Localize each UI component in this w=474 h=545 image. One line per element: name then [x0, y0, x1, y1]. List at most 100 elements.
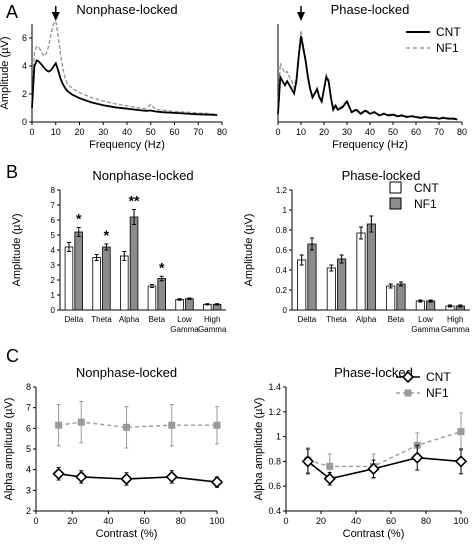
C-right-xtick-label: 0: [283, 516, 288, 526]
A-right-xtick-label: 60: [411, 127, 421, 137]
C-left-ytick-label: 4: [26, 465, 31, 475]
C-left-ytick-label: 8: [26, 382, 31, 392]
B-left-bar-nf1: [157, 278, 166, 311]
C-right-legend-marker-cnt: [401, 370, 415, 384]
C-right-point-cnt: [454, 455, 468, 468]
C-right-legend-label-nf1: NF1: [426, 386, 449, 400]
C-left-xtick-label: 20: [67, 516, 77, 526]
B-right-category-label: Delta: [297, 315, 316, 324]
C-right-xlabel: Contrast (%): [343, 528, 405, 540]
A-right-title: Phase-locked: [331, 2, 410, 17]
B-right-title: Phase-locked: [342, 168, 421, 183]
B-left-category-label: Theta: [91, 315, 112, 324]
B-left-ytick-label: 5: [51, 231, 56, 240]
B-right-ytick-label: 0.2: [276, 286, 288, 295]
C-right-point-nf1: [326, 462, 334, 470]
panel-letter-b: B: [6, 162, 18, 182]
C-right-series-nf1: [307, 430, 462, 468]
C-left-xtick-label: 60: [140, 516, 150, 526]
B-left-category-label: High: [204, 315, 220, 324]
C-right-legend-label-cnt: CNT: [426, 370, 451, 384]
B-right-ylabel: Amplitude (µV): [243, 214, 255, 287]
B-right-bar-cnt: [297, 259, 307, 311]
C-left-xlabel: Contrast (%): [96, 528, 158, 540]
B-right-category-label: Alpha: [356, 315, 377, 324]
C-left-point-cnt: [210, 475, 224, 489]
A-left-xtick-label: 80: [217, 127, 227, 137]
B-left-bar-cnt: [92, 257, 101, 311]
C-left-xtick-label: 40: [103, 516, 113, 526]
B-right-bar-cnt: [356, 232, 366, 311]
C-left-point-nf1: [77, 418, 85, 426]
B-right-category-label: Gamma: [441, 325, 470, 334]
C-right-xtick-label: 20: [316, 516, 326, 526]
A-right-series-nf1: [277, 30, 458, 120]
A-left-ytick-label: 6: [22, 33, 27, 43]
A-right-xtick-label: 10: [296, 127, 306, 137]
C-left-xtick-label: 100: [209, 516, 224, 526]
C-left-ytick-label: 6: [26, 423, 31, 433]
A-left-xtick-label: 10: [51, 127, 61, 137]
C-left-ylabel: Alpha amplitude (µV): [3, 398, 15, 501]
C-right-point-nf1: [457, 428, 465, 436]
A-left-ytick-label: 0: [22, 117, 27, 127]
A-right-xtick-label: 70: [434, 127, 444, 137]
A-left-ytick-label: 2: [22, 89, 27, 99]
B-right-ytick-label: 0.6: [276, 246, 288, 255]
A-right-xlabel: Frequency (Hz): [332, 139, 408, 151]
A-left-xtick-label: 70: [193, 127, 203, 137]
C-right-legend-marker-nf1: [404, 389, 412, 397]
B-right-ytick-label: 0.4: [276, 266, 288, 275]
A-left-ylabel: Amplitude (µV): [0, 37, 11, 110]
B-right-ytick-label: 1.2: [276, 186, 288, 195]
B-left-category-label: Delta: [64, 315, 83, 324]
B-left-ytick-label: 7: [51, 201, 56, 210]
C-left-ytick-label: 7: [26, 403, 31, 413]
B-left-significance-label: *: [159, 259, 165, 275]
A-left-series-nf1: [31, 19, 218, 115]
B-right-category-label: High: [447, 315, 463, 324]
B-left-ytick-label: 8: [51, 186, 56, 195]
C-left-point-cnt: [120, 472, 133, 486]
C-left-ytick-label: 2: [26, 506, 31, 516]
C-left-xtick-label: 0: [33, 516, 38, 526]
A-left-xtick-label: 50: [146, 127, 156, 137]
B-left-ytick-label: 1: [51, 291, 56, 300]
C-left-series-nf1: [58, 421, 217, 429]
A-left-xtick-label: 20: [74, 127, 84, 137]
B-right-ytick-label: 1: [283, 206, 288, 215]
A-right-peak-arrow: [297, 12, 305, 21]
B-left-ytick-label: 0: [51, 306, 56, 315]
C-right-ylabel: Alpha amplitude (µV): [253, 398, 265, 501]
A-right-xtick-label: 20: [319, 127, 329, 137]
B-left-ytick-label: 3: [51, 261, 56, 270]
B-right-bar-nf1: [307, 243, 317, 311]
C-left-point-nf1: [168, 421, 176, 429]
panel-letter-c: C: [6, 346, 19, 366]
B-right-bar-nf1: [337, 258, 347, 311]
A-left-xtick-label: 30: [98, 127, 108, 137]
A-left-xtick-label: 0: [29, 127, 34, 137]
A-left-xtick-label: 60: [169, 127, 179, 137]
A-right-xtick-label: 40: [365, 127, 375, 137]
B-left-ytick-label: 6: [51, 216, 56, 225]
B-left-significance-label: *: [104, 227, 110, 243]
B-left-bar-cnt: [175, 299, 184, 311]
A-right-series-cnt: [277, 36, 458, 121]
B-left-category-label: Beta: [149, 315, 166, 324]
B-left-significance-label: *: [76, 211, 82, 227]
B-left-title: Nonphase-locked: [92, 168, 193, 183]
A-right-xtick-label: 0: [275, 127, 280, 137]
B-left-category-label: Gamma: [198, 325, 227, 334]
C-left-point-cnt: [52, 467, 65, 480]
A-left-title: Nonphase-locked: [76, 2, 177, 17]
C-right-xtick-label: 60: [386, 516, 396, 526]
B-left-bar-nf1: [129, 216, 139, 311]
C-right-point-cnt: [411, 451, 424, 464]
C-right-ytick-label: 1.4: [268, 382, 281, 392]
B-right-bar-cnt: [326, 267, 336, 311]
C-right-xtick-label: 40: [351, 516, 361, 526]
C-left-point-nf1: [213, 421, 221, 429]
B-left-bar-nf1: [185, 298, 194, 311]
